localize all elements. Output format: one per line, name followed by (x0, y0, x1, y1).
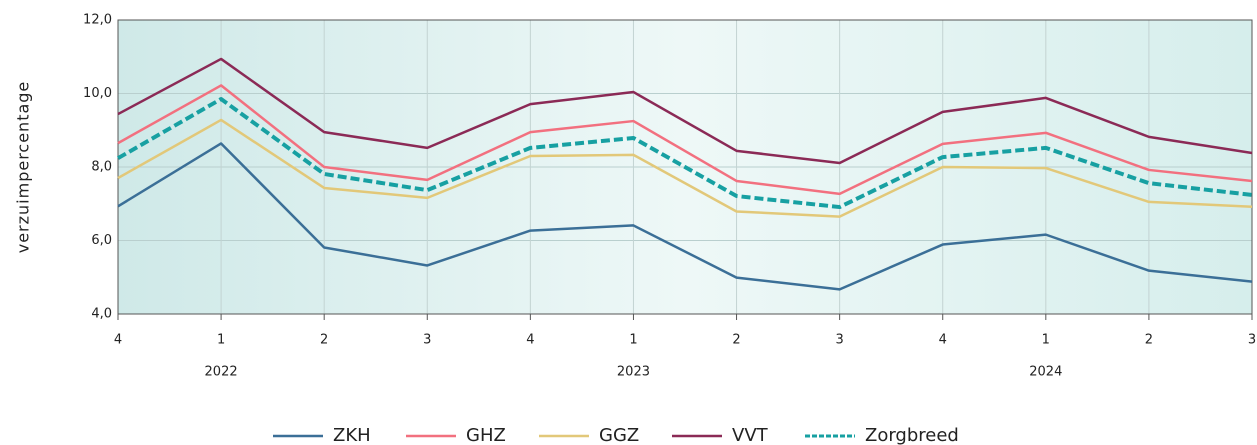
plot-border (117, 19, 1253, 315)
x-tick-label: 1 (217, 333, 225, 348)
x-tick-label: 1 (629, 333, 637, 348)
series-line (117, 57, 1253, 165)
x-tick-label: 4 (939, 333, 947, 348)
x-tick-label: 4 (114, 333, 122, 348)
year-label: 2023 (617, 365, 650, 380)
legend-label: GHZ (466, 425, 506, 445)
series-line (117, 97, 1253, 210)
y-tick-label: 8,0 (91, 160, 112, 175)
series-line (117, 142, 1253, 291)
y-tick-label: 4,0 (91, 307, 112, 322)
y-tick-label: 10,0 (83, 86, 112, 101)
y-tick-label: 6,0 (91, 233, 112, 248)
year-label: 2022 (205, 365, 238, 380)
x-tick-label: 4 (526, 333, 534, 348)
year-label: 2024 (1029, 365, 1062, 380)
x-tick-label: 1 (1042, 333, 1050, 348)
x-tick-label: 3 (423, 333, 431, 348)
legend-label: GGZ (599, 425, 639, 445)
y-tick-label: 12,0 (83, 13, 112, 28)
legend-label: ZKH (333, 425, 371, 445)
x-tick-label: 2 (732, 333, 740, 348)
legend-label: VVT (732, 425, 769, 445)
x-tick-label: 2 (1145, 333, 1153, 348)
y-axis-label: verzuimpercentage (14, 81, 33, 254)
x-tick-label: 3 (835, 333, 843, 348)
series-line (117, 118, 1253, 218)
x-tick-label: 3 (1248, 333, 1256, 348)
legend-label: Zorgbreed (865, 425, 959, 445)
x-tick-label: 2 (320, 333, 328, 348)
series-line (117, 84, 1253, 196)
